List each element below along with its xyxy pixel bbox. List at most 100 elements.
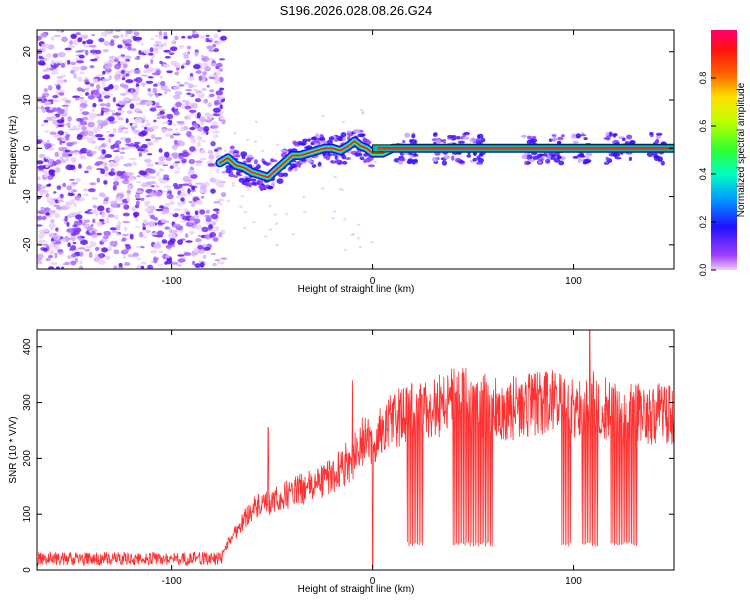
noise-blob [56,84,61,90]
noise-blob [194,210,199,216]
noise-blob [333,175,337,179]
tone-burst-blob [320,140,328,145]
noise-blob [148,192,156,197]
noise-blob [156,171,160,177]
tone-burst-blob [342,161,348,165]
noise-blob [104,93,113,96]
noise-blob [70,61,77,66]
noise-blob [97,156,106,160]
noise-blob [135,200,140,206]
snr-x-tick-label: 100 [565,576,582,587]
spectrogram-x-tick-label: 100 [565,276,582,287]
noise-blob [40,105,44,110]
noise-blob [76,60,85,64]
noise-blob [180,65,185,69]
noise-blob [175,195,181,199]
noise-blob [103,108,111,112]
noise-blob [160,80,166,86]
tone-burst-blob [608,131,613,137]
noise-blob [217,235,223,238]
tone-burst-blob [280,149,287,153]
noise-blob [37,241,44,247]
noise-blob [158,108,167,111]
noise-blob [96,84,101,90]
noise-blob [186,92,191,95]
noise-blob [84,170,89,174]
noise-blob [81,222,87,226]
tone-burst-blob [244,177,249,183]
noise-blob [356,237,361,240]
noise-blob [164,151,170,158]
tone-burst-blob [553,152,561,156]
noise-blob [152,50,160,54]
noise-blob [102,82,106,87]
noise-blob [103,95,111,99]
noise-blob [89,182,97,186]
noise-blob [133,31,140,37]
noise-blob [65,203,71,209]
noise-blob [117,117,124,121]
tone-burst-blob [346,130,352,134]
tone-burst-blob [359,156,365,161]
tone-burst-blob [561,134,565,138]
noise-blob [68,45,76,49]
tone-burst-blob [240,151,248,157]
noise-blob [167,248,173,251]
noise-blob [122,212,130,217]
noise-blob [37,135,40,138]
noise-blob [83,219,90,223]
noise-blob [144,126,148,130]
noise-blob [260,149,264,153]
noise-blob [161,239,168,244]
noise-blob [53,69,59,72]
noise-blob [89,65,95,69]
noise-blob [55,30,62,33]
noise-blob [144,208,152,212]
tone-burst-blob [267,185,274,190]
noise-blob [104,118,109,123]
noise-blob [145,80,154,84]
noise-blob [75,32,81,36]
snr-x-tick-label: 0 [370,576,376,587]
noise-blob [55,167,61,173]
noise-blob [121,77,126,81]
noise-blob [127,183,134,190]
noise-blob [112,127,117,134]
noise-blob [104,64,111,70]
noise-blob [54,252,58,259]
noise-blob [220,180,227,184]
noise-blob [146,168,151,172]
tone-burst-blob [443,154,450,160]
noise-blob [42,170,49,174]
noise-blob [211,229,216,233]
noise-blob [54,240,62,245]
noise-blob [203,67,212,71]
noise-blob [39,189,46,195]
noise-blob [165,193,170,196]
tone-burst-blob [469,137,477,143]
noise-blob [184,233,189,238]
noise-blob [71,182,79,185]
noise-blob [204,233,211,240]
noise-blob [126,162,133,167]
noise-blob [88,44,97,48]
noise-blob [135,190,143,194]
tone-burst-blob [411,159,418,163]
noise-blob [56,79,65,85]
tone-burst-blob [572,140,579,144]
noise-blob [195,182,203,185]
noise-blob [67,242,71,247]
noise-blob [113,249,120,255]
noise-blob [103,166,109,172]
noise-blob [209,93,215,98]
noise-blob [101,212,106,218]
noise-blob [188,193,192,196]
noise-blob [69,178,75,181]
noise-blob [122,254,126,260]
noise-blob [97,146,103,152]
noise-blob [60,156,64,160]
noise-blob [200,149,206,154]
noise-blob [174,170,180,174]
noise-blob [38,153,46,159]
noise-blob [160,115,168,119]
